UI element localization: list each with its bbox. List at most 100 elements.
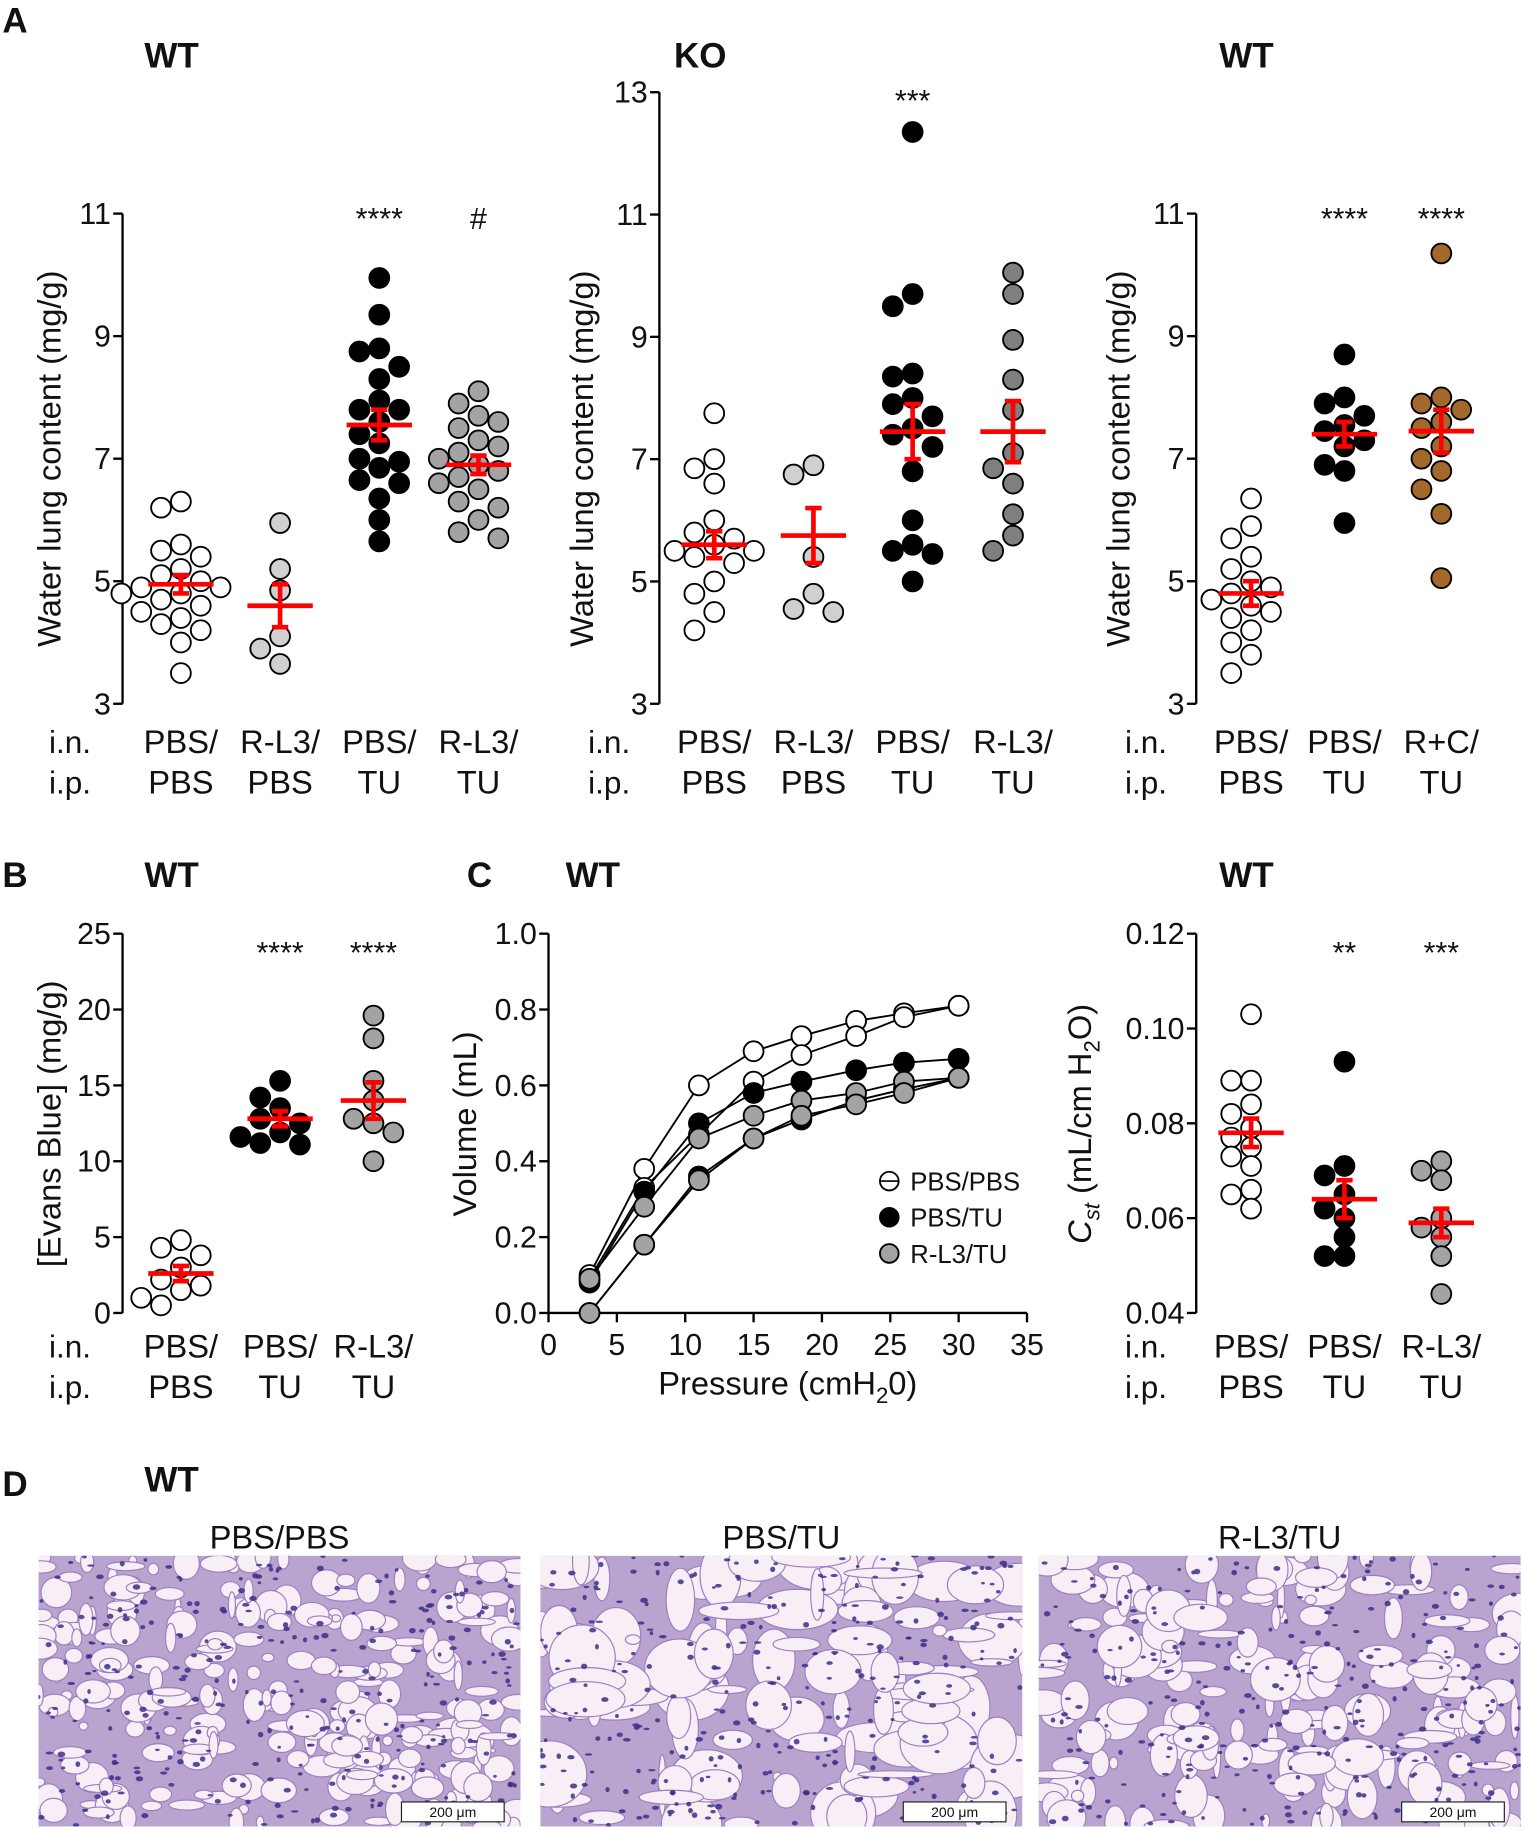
chart-c2: WT 0.04 0.06 0.08 0.10 0.12 Cst (mL/cm H2O) i.n…	[1061, 856, 1482, 1405]
data-point	[1430, 1169, 1453, 1192]
data-point	[362, 1004, 385, 1027]
x-tick-label: 0	[540, 1329, 557, 1362]
y-tick-label: 7	[94, 443, 111, 476]
x-tick-label: 35	[1010, 1329, 1044, 1362]
data-point	[382, 1121, 405, 1144]
data-point	[881, 423, 904, 446]
data-point	[1220, 662, 1243, 684]
data-point	[1240, 545, 1262, 568]
x-tick-label: 30	[942, 1329, 976, 1362]
category-label-line1: PBS/	[1307, 723, 1382, 760]
data-point	[150, 1294, 172, 1317]
chart-title: WT	[566, 856, 620, 895]
category-label-line2: PBS	[148, 1368, 213, 1405]
histology-panel-1: PBS/TU 200 μm	[540, 1519, 1023, 1827]
y-tick-label: 0.08	[1126, 1108, 1185, 1141]
data-point	[269, 558, 291, 580]
data-point	[289, 1112, 311, 1135]
group-3: R-L3/TU	[973, 261, 1054, 801]
y-tick-label: 11	[1153, 198, 1184, 231]
data-point	[1333, 343, 1356, 366]
data-point	[1002, 368, 1024, 391]
data-point	[467, 429, 490, 452]
data-point	[427, 472, 450, 495]
chart-c1: WT 0.0 0.2 0.4 0.6 0.8 1.0 Volume (mL) 0 5 10 15 20 2…	[446, 856, 1044, 1408]
data-point	[633, 1195, 656, 1218]
group-2: PBS/TU ***	[875, 85, 950, 801]
category-label-line1: PBS/	[875, 723, 950, 760]
data-point	[1333, 512, 1356, 534]
scale-bar-label: 200 μm	[931, 1804, 978, 1820]
significance-label: #	[470, 203, 487, 236]
data-point	[110, 582, 133, 605]
data-point	[901, 283, 924, 305]
data-point	[170, 631, 192, 654]
data-point	[921, 405, 944, 428]
data-point	[881, 393, 904, 415]
data-point	[703, 402, 726, 425]
chart-b: WT 0 5 10 15 20 25 [Evans Blue] (mg/g) i.n. i.p. P…	[31, 856, 415, 1405]
data-point	[881, 295, 904, 318]
data-point	[368, 457, 391, 479]
category-label-line1: R-L3/	[334, 1327, 415, 1364]
chart-a3: WT 3 5 7 9 11 Water lung content (mg/g) i.n. i.p…	[1100, 37, 1480, 801]
legend-label: PBS/PBS	[910, 1168, 1020, 1196]
data-point	[348, 469, 371, 491]
data-point	[1313, 392, 1336, 415]
data-point	[487, 435, 510, 458]
row-label-ip: i.p.	[1125, 1369, 1167, 1405]
category-label-line1: PBS/	[1307, 1327, 1382, 1364]
data-point	[150, 588, 172, 611]
data-point	[1240, 1197, 1262, 1220]
histology-panels: WT PBS/PBS 200 μm PBS/TU 200 μm R-L3/TU 200 μm	[38, 1461, 1521, 1827]
data-point	[1333, 1245, 1356, 1267]
data-point	[790, 1070, 813, 1093]
data-point	[1220, 607, 1243, 629]
group-1: PBS/TU ****	[229, 937, 318, 1405]
data-point	[881, 365, 904, 388]
data-point	[487, 527, 510, 550]
scale-bar-box	[902, 1801, 1007, 1823]
data-point	[447, 417, 470, 439]
legend-marker	[879, 1243, 900, 1264]
x-tick-label: 25	[873, 1329, 907, 1362]
data-point	[1002, 329, 1024, 351]
data-point	[901, 460, 924, 483]
data-point	[150, 539, 172, 562]
histology-image	[38, 1555, 521, 1827]
group-2: R-L3/TU ****	[334, 937, 415, 1405]
data-point	[1410, 478, 1433, 501]
scale-bar-label: 200 μm	[429, 1804, 476, 1820]
data-point	[578, 1267, 601, 1290]
x-tick-label: 5	[608, 1329, 625, 1362]
chart-a1: WT 3 5 7 9 11 Water lung content (mg/g) i.n. i.p…	[31, 37, 520, 801]
data-point	[170, 662, 192, 684]
category-label-line2: TU	[891, 764, 935, 801]
data-point	[1410, 392, 1433, 415]
data-point	[1220, 1102, 1243, 1125]
group-0: PBS/PBS	[130, 1229, 219, 1405]
data-point	[703, 448, 726, 471]
y-tick-label: 3	[94, 688, 111, 721]
data-point	[150, 1236, 172, 1259]
data-point	[447, 466, 470, 488]
category-label-line2: PBS	[148, 764, 213, 801]
data-point	[249, 1086, 272, 1109]
data-point	[633, 1157, 656, 1180]
histology-image	[540, 1555, 1023, 1827]
data-point	[982, 457, 1005, 480]
data-point	[467, 509, 490, 531]
data-point	[427, 447, 450, 470]
data-point	[901, 362, 924, 385]
data-point	[1333, 460, 1356, 482]
data-point	[947, 1066, 970, 1089]
data-point	[683, 521, 706, 544]
y-tick-label: 0.04	[1126, 1297, 1185, 1330]
group-2: R-L3/TU ***	[1401, 937, 1482, 1405]
category-label-line1: PBS/	[144, 1327, 219, 1364]
data-point	[388, 450, 410, 473]
chart-title: WT	[1219, 37, 1273, 76]
x-label-part: 0)	[888, 1365, 917, 1402]
data-point	[578, 1302, 601, 1324]
data-point	[368, 368, 391, 390]
